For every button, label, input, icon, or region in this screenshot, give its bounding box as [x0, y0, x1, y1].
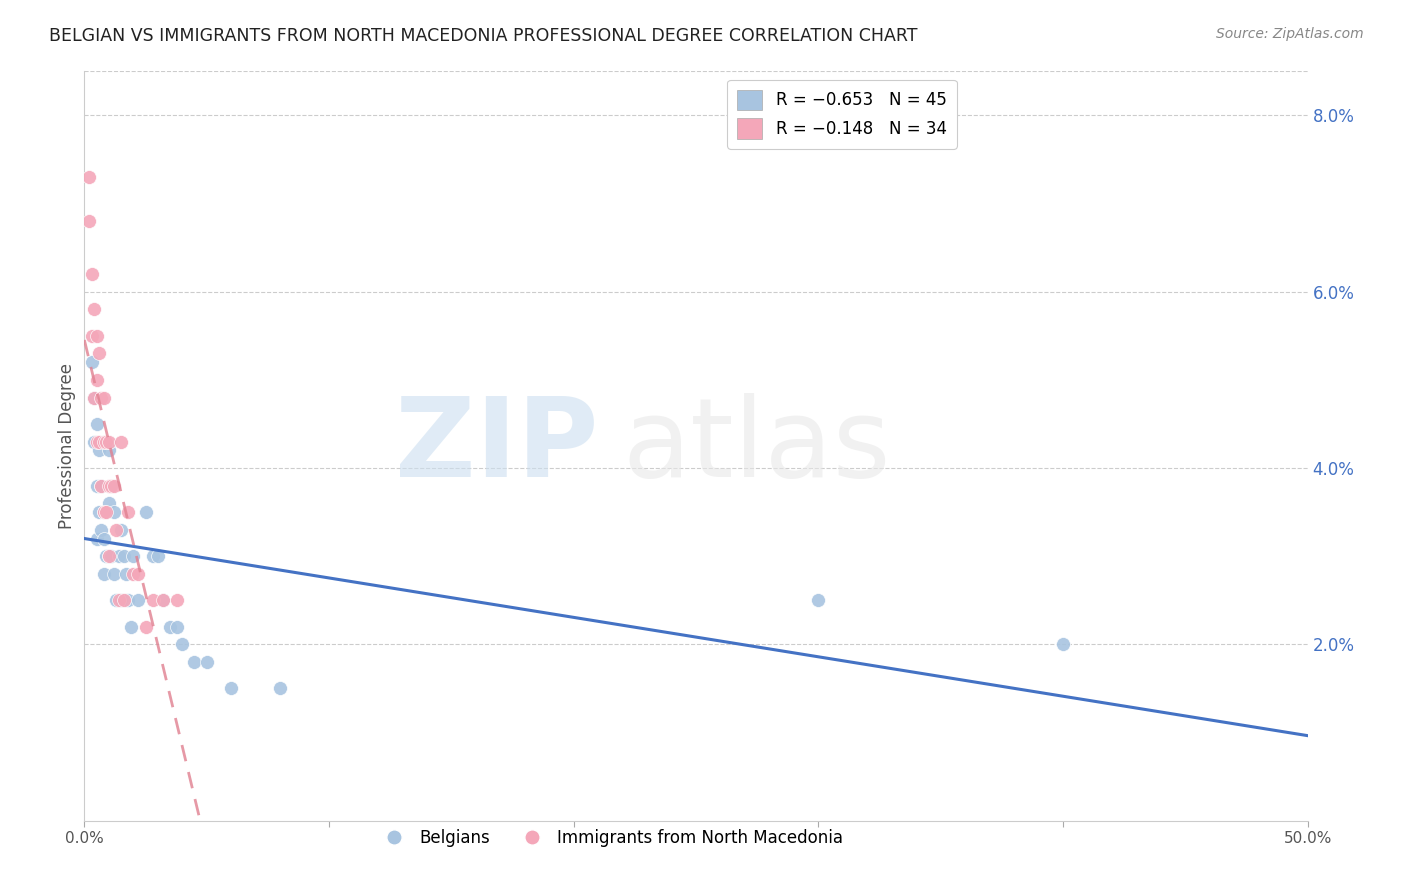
- Point: [152, 593, 174, 607]
- Point: [93, 391, 115, 405]
- Point: [83, 302, 105, 317]
- Point: [87, 346, 110, 360]
- Point: [97, 496, 120, 510]
- Point: [1052, 637, 1074, 651]
- Point: [90, 478, 112, 492]
- Point: [86, 417, 108, 431]
- Point: [80, 355, 103, 369]
- Point: [93, 505, 115, 519]
- Point: [80, 328, 103, 343]
- Point: [86, 532, 108, 546]
- Point: [100, 478, 122, 492]
- Point: [87, 443, 110, 458]
- Point: [96, 434, 118, 449]
- Point: [93, 505, 115, 519]
- Point: [195, 655, 218, 669]
- Point: [110, 434, 132, 449]
- Point: [807, 593, 830, 607]
- Point: [172, 637, 194, 651]
- Point: [100, 549, 122, 564]
- Point: [93, 532, 115, 546]
- Point: [86, 434, 108, 449]
- Point: [83, 434, 105, 449]
- Point: [142, 593, 165, 607]
- Point: [135, 620, 157, 634]
- Y-axis label: Professional Degree: Professional Degree: [58, 363, 76, 529]
- Point: [117, 593, 139, 607]
- Point: [100, 478, 122, 492]
- Point: [83, 391, 105, 405]
- Point: [105, 523, 128, 537]
- Point: [77, 170, 100, 185]
- Point: [269, 681, 291, 696]
- Text: BELGIAN VS IMMIGRANTS FROM NORTH MACEDONIA PROFESSIONAL DEGREE CORRELATION CHART: BELGIAN VS IMMIGRANTS FROM NORTH MACEDON…: [49, 27, 918, 45]
- Point: [166, 620, 188, 634]
- Point: [152, 593, 174, 607]
- Point: [87, 434, 110, 449]
- Point: [120, 620, 142, 634]
- Text: atlas: atlas: [623, 392, 891, 500]
- Point: [80, 267, 103, 281]
- Point: [77, 214, 100, 228]
- Point: [135, 505, 157, 519]
- Point: [86, 478, 108, 492]
- Point: [96, 549, 118, 564]
- Point: [90, 478, 112, 492]
- Point: [96, 505, 118, 519]
- Point: [103, 478, 125, 492]
- Point: [93, 566, 115, 581]
- Point: [103, 566, 125, 581]
- Point: [93, 434, 115, 449]
- Point: [166, 593, 188, 607]
- Point: [107, 593, 129, 607]
- Point: [127, 593, 149, 607]
- Point: [97, 549, 120, 564]
- Point: [97, 443, 120, 458]
- Point: [159, 620, 181, 634]
- Text: Source: ZipAtlas.com: Source: ZipAtlas.com: [1216, 27, 1364, 41]
- Point: [219, 681, 242, 696]
- Point: [183, 655, 205, 669]
- Point: [86, 373, 108, 387]
- Point: [90, 391, 112, 405]
- Point: [146, 549, 169, 564]
- Point: [115, 566, 138, 581]
- Text: ZIP: ZIP: [395, 392, 598, 500]
- Point: [110, 523, 132, 537]
- Point: [97, 434, 120, 449]
- Legend: Belgians, Immigrants from North Macedonia: Belgians, Immigrants from North Macedoni…: [371, 822, 849, 854]
- Point: [90, 523, 112, 537]
- Point: [142, 549, 165, 564]
- Point: [112, 593, 135, 607]
- Point: [122, 566, 145, 581]
- Point: [105, 593, 128, 607]
- Point: [97, 478, 120, 492]
- Point: [127, 566, 149, 581]
- Point: [97, 549, 120, 564]
- Point: [83, 391, 105, 405]
- Point: [86, 328, 108, 343]
- Point: [87, 505, 110, 519]
- Point: [103, 505, 125, 519]
- Point: [112, 549, 135, 564]
- Point: [117, 505, 139, 519]
- Point: [107, 549, 129, 564]
- Point: [96, 505, 118, 519]
- Point: [110, 593, 132, 607]
- Point: [122, 549, 145, 564]
